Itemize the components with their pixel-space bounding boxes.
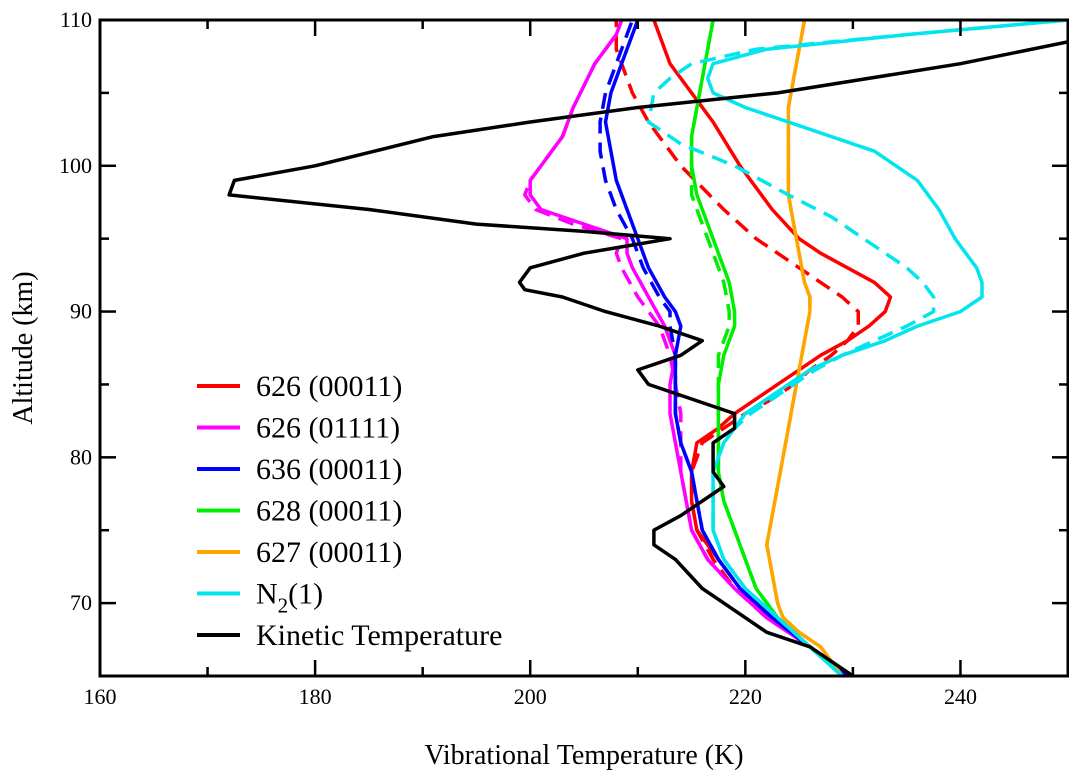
y-tick-label: 100 [59,153,92,178]
x-axis-title: Vibrational Temperature (K) [424,740,743,771]
legend-item: 627 (00011) [197,536,402,569]
series-line-7-dashed [689,20,844,676]
legend-label: 626 (01111) [256,412,400,445]
y-tick-label: 70 [70,590,92,615]
legend-item: 626 (01111) [197,412,400,445]
series-line-4 [603,20,850,676]
legend-item: 626 (00011) [197,370,402,403]
series-layer [227,20,1068,676]
legend-label: N2(1) [256,578,323,618]
y-tick-label: 80 [70,444,92,469]
x-tick-label: 220 [729,684,762,709]
legend-item: N2(1) [197,578,323,618]
x-tick-label: 240 [944,684,977,709]
legend-item: 636 (00011) [197,453,402,486]
legend-item: 628 (00011) [197,495,402,528]
series-line-3-dashed [523,20,849,676]
series-line-9-dashed [765,20,844,676]
series-line-10 [705,20,1068,676]
series-line-12 [227,40,1068,676]
legend: 626 (00011) 626 (01111) 636 (00011) 628 (00… [197,370,502,652]
series-line-5-dashed [598,20,849,676]
series-line-1-dashed [614,20,861,676]
x-tick-label: 180 [299,684,332,709]
plot-frame [98,18,1069,678]
y-axis-title: Altitude (km) [8,271,39,424]
legend-label: 628 (00011) [256,495,402,528]
y-tick-label: 110 [60,7,92,32]
x-tick-label: 200 [514,684,547,709]
legend-label: Kinetic Temperature [256,619,502,652]
x-tick-label: 160 [84,684,117,709]
y-tick-label: 90 [70,299,92,324]
series-line-6 [689,20,844,676]
legend-label: 636 (00011) [256,453,402,486]
legend-item: Kinetic Temperature [197,619,502,652]
axes-layer: 160 180 200 220 240 70 80 90 100 110 [59,7,1069,709]
legend-label: 627 (00011) [256,536,402,569]
legend-label: 626 (00011) [256,370,402,403]
